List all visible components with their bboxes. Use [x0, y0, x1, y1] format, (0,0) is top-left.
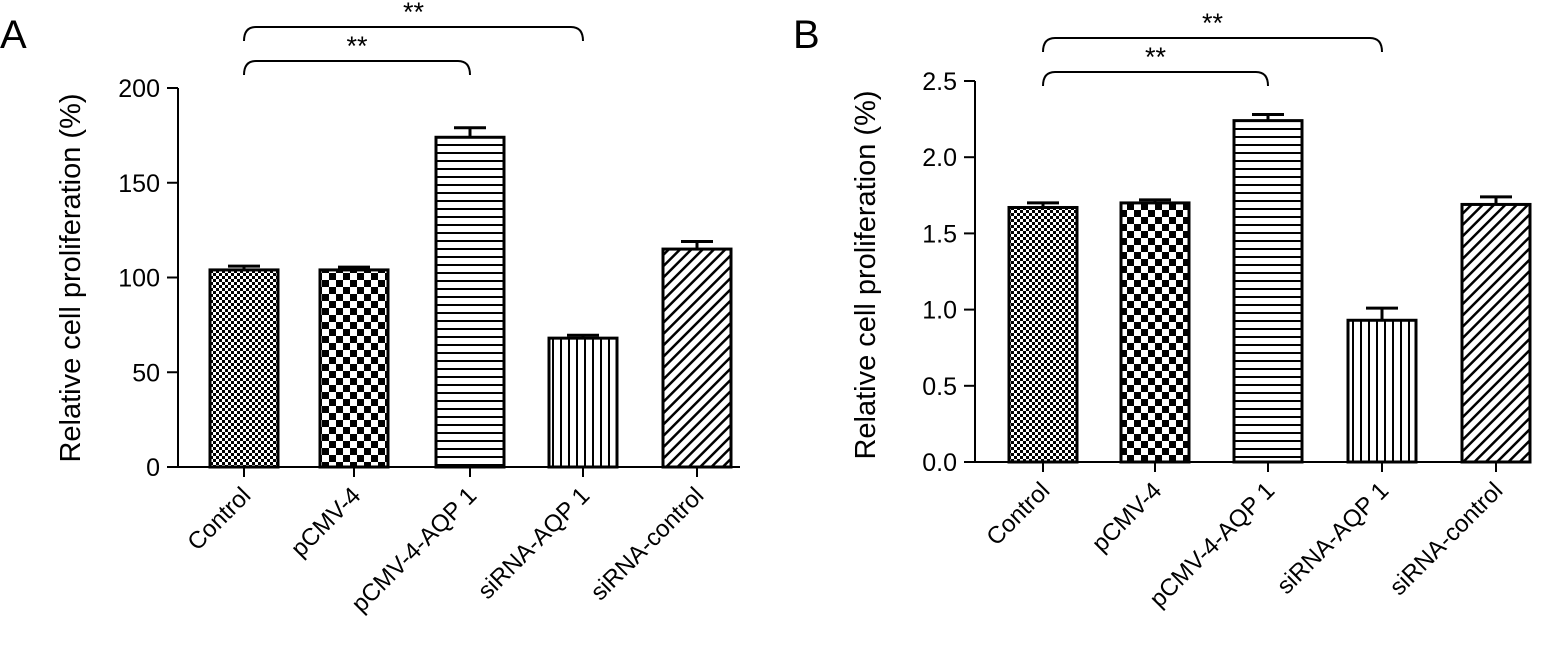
bar — [1460, 202, 1532, 464]
bar — [1007, 205, 1079, 464]
bar — [208, 268, 280, 469]
x-tick-label: siRNA-control — [585, 482, 709, 606]
chart-panel-b: B 0.0 0.5 1.0 1.5 2.0 2.5 Relative cell prolife… — [793, 8, 1532, 613]
y-axis-label: Relative cell proliferation (%) — [850, 90, 882, 459]
bar — [547, 336, 619, 469]
x-tick-label: Control — [182, 482, 256, 556]
bar — [318, 268, 390, 469]
y-tick-label: 1.5 — [922, 220, 957, 248]
x-tick-label: pCMV-4 — [1087, 477, 1167, 557]
y-tick-label: 2.5 — [922, 68, 957, 96]
chart-panel-a: A 0 50 100 150 200 Relative cell proliferation… — [0, 0, 740, 618]
y-tick-label: 0 — [146, 454, 160, 482]
bar — [1119, 201, 1191, 464]
y-tick-label: 2.0 — [922, 144, 957, 172]
panel-letter: A — [0, 13, 27, 57]
x-tick-label: siRNA-AQP 1 — [1272, 477, 1395, 600]
significance-label: ** — [403, 0, 425, 27]
x-tick-label: pCMV-4-AQP 1 — [347, 482, 483, 618]
x-tick-label: siRNA-AQP 1 — [473, 482, 596, 605]
significance-bracket — [1042, 71, 1269, 87]
significance-label: ** — [346, 31, 368, 61]
y-tick-label: 100 — [118, 265, 160, 293]
y-tick-label: 0.5 — [922, 373, 957, 401]
bar — [661, 247, 733, 469]
y-tick-label: 150 — [118, 170, 160, 198]
significance-bracket — [243, 60, 471, 76]
y-tick-label: 200 — [118, 75, 160, 103]
x-tick-label: pCMV-4 — [286, 482, 366, 562]
significance-bracket — [243, 26, 584, 42]
panel-letter: B — [793, 13, 820, 57]
y-tick-label: 0.0 — [922, 449, 957, 477]
significance-bracket — [1042, 37, 1383, 53]
bar — [434, 135, 506, 469]
y-axis-label: Relative cell proliferation (%) — [55, 93, 87, 462]
significance-label: ** — [1202, 8, 1224, 38]
x-tick-label: siRNA-control — [1384, 477, 1508, 601]
y-tick-label: 50 — [132, 359, 160, 387]
x-tick-label: Control — [981, 477, 1055, 551]
bar — [1232, 119, 1304, 464]
bar — [1346, 318, 1418, 464]
y-tick-label: 1.0 — [922, 297, 957, 325]
significance-label: ** — [1145, 42, 1167, 72]
